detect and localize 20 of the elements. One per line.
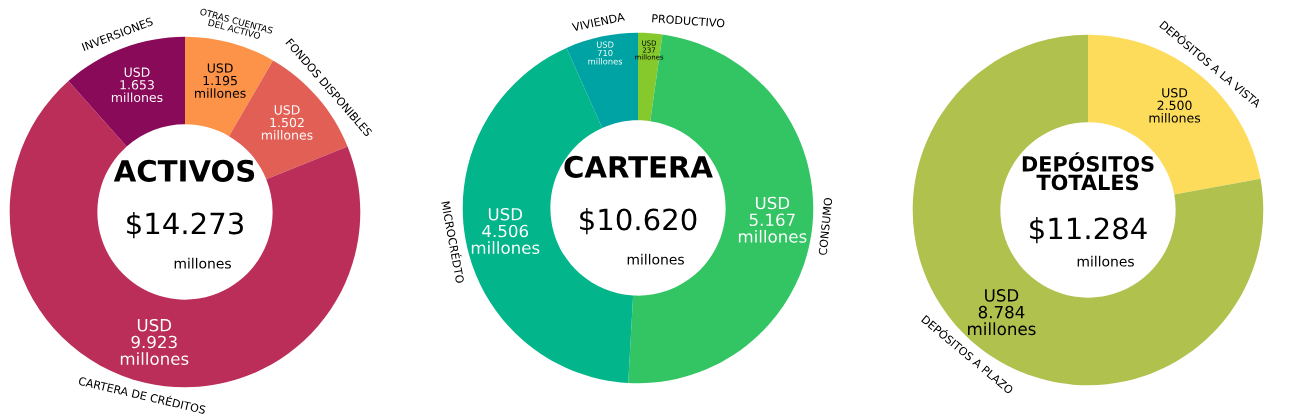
text: millones — [627, 253, 684, 265]
data-label: USD 4.506 millones — [471, 207, 540, 255]
data-label: USD 1.195 millones — [195, 63, 246, 98]
text: $14.273 — [127, 211, 243, 239]
slice-label: CONSUMO — [818, 197, 833, 256]
text: millones — [174, 257, 231, 269]
data-label: USD 5.167 millones — [738, 196, 807, 243]
data-label: USD 2.500 millones — [1149, 88, 1201, 123]
text: CARTERA — [564, 155, 713, 178]
data-label: USD 1.502 millones — [261, 105, 313, 140]
slice-label: VIVIENDA — [571, 12, 626, 32]
text: DEPÓSITOS TOTALES — [1022, 152, 1154, 191]
text: ACTIVOS — [113, 159, 255, 182]
data-label: USD 710 millones — [588, 41, 623, 65]
slice-label: PRODUCTIVO — [652, 14, 725, 28]
data-label: USD 9.923 millones — [120, 318, 189, 366]
data-label: USD 1.653 millones — [111, 67, 163, 103]
text: millones — [1077, 255, 1134, 267]
text: $10.620 — [580, 207, 697, 235]
text: $11.284 — [1030, 216, 1147, 244]
